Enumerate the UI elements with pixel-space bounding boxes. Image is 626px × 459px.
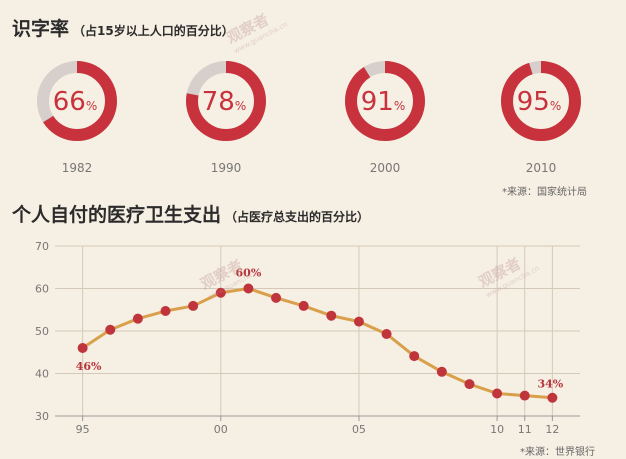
donut-ring-2000: 91% 2000 — [345, 61, 425, 175]
donut-value-number: 91 — [361, 87, 394, 117]
donut-year-label: 1990 — [211, 161, 242, 175]
literacy-chart-title: 识字率 （占15岁以上人口的百分比） — [12, 14, 234, 41]
donut-value-arc — [501, 61, 581, 141]
data-point — [326, 310, 337, 321]
donut-value-unit: % — [550, 99, 561, 113]
data-point — [188, 300, 199, 311]
x-tick-label: 95 — [76, 423, 90, 436]
x-tick-label: 10 — [490, 423, 504, 436]
data-point — [160, 306, 171, 317]
data-point — [464, 379, 475, 390]
donut-ring-2010: 95% 2010 — [501, 61, 581, 175]
data-point — [519, 390, 530, 401]
literacy-source-note: *来源：国家统计局 — [502, 187, 587, 198]
y-tick-label: 40 — [35, 368, 49, 381]
data-point — [381, 328, 392, 339]
donut-year-label: 2010 — [526, 161, 557, 175]
literacy-title-text: 识字率 — [12, 18, 70, 40]
donut-value-label: 95% — [517, 87, 562, 117]
data-label: 46% — [76, 360, 102, 373]
donut-value-label: 91% — [361, 87, 406, 117]
donut-value-number: 66 — [53, 87, 86, 117]
data-point — [547, 392, 558, 403]
data-label: 60% — [236, 267, 262, 280]
x-tick-label: 11 — [518, 423, 532, 436]
donut-ring-1990: 78% 1990 — [186, 61, 266, 175]
data-point — [353, 316, 364, 327]
donut-value-arc — [345, 61, 425, 141]
data-label: 34% — [537, 378, 563, 391]
data-point — [271, 292, 282, 303]
donut-value-arc — [37, 61, 117, 141]
donut-value-label: 78% — [202, 87, 247, 117]
spending-chart-title: 个人自付的医疗卫生支出 （占医疗总支出的百分比） — [12, 200, 369, 227]
data-point — [215, 287, 226, 298]
donut-value-unit: % — [86, 99, 97, 113]
y-tick-label: 70 — [35, 240, 49, 253]
donut-value-arc — [186, 61, 266, 141]
data-point — [298, 300, 309, 311]
donut-value-unit: % — [394, 99, 405, 113]
x-tick-label: 05 — [352, 423, 366, 436]
data-point — [436, 366, 447, 377]
y-tick-label: 50 — [35, 325, 49, 338]
x-tick-label: 00 — [214, 423, 228, 436]
literacy-subtitle: （占15岁以上人口的百分比） — [73, 24, 234, 38]
donut-year-label: 2000 — [370, 161, 401, 175]
x-tick-label: 12 — [545, 423, 559, 436]
donut-value-number: 78 — [202, 87, 235, 117]
spending-source-note: *来源：世界银行 — [520, 447, 595, 458]
data-point — [409, 351, 420, 362]
spending-subtitle: （占医疗总支出的百分比） — [225, 210, 370, 224]
series-line — [81, 287, 553, 400]
donut-value-label: 66% — [53, 87, 98, 117]
donut-ring-1982: 66% 1982 — [37, 61, 117, 175]
donut-value-unit: % — [235, 99, 246, 113]
data-point — [132, 313, 143, 324]
donut-value-number: 95 — [517, 87, 550, 117]
data-point — [492, 388, 503, 399]
y-tick-label: 30 — [35, 410, 49, 423]
spending-title-text: 个人自付的医疗卫生支出 — [12, 204, 222, 226]
donut-year-label: 1982 — [62, 161, 93, 175]
data-point — [243, 283, 254, 294]
y-tick-label: 60 — [35, 283, 49, 296]
data-point — [77, 343, 88, 353]
data-point — [105, 324, 116, 335]
